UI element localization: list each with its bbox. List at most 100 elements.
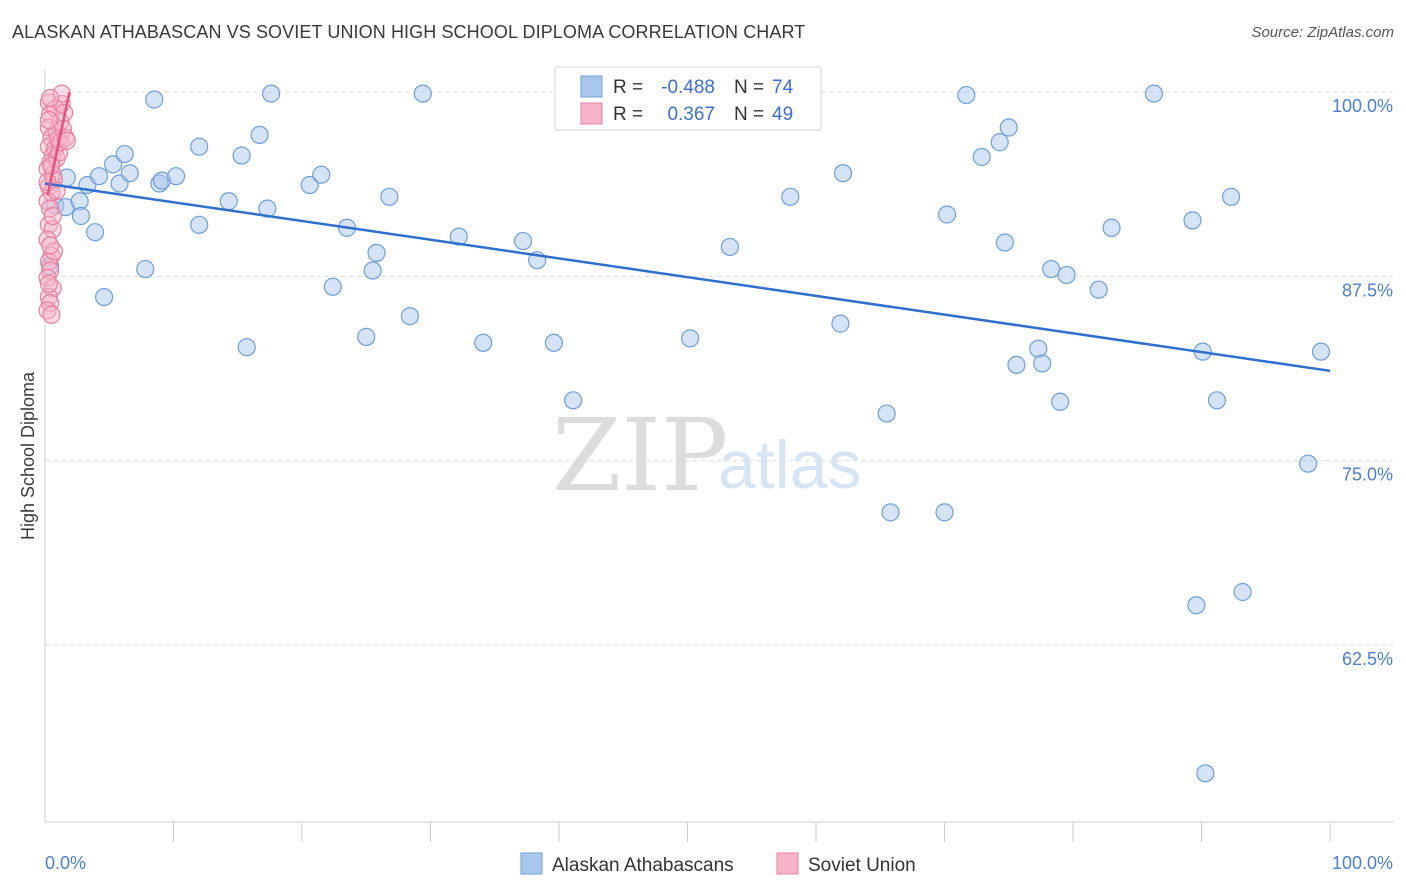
point-athabascan-28 xyxy=(312,165,331,184)
point-athabascan-55 xyxy=(995,233,1014,252)
point-athabascan-74 xyxy=(1311,342,1331,361)
y-tick-label-1: 75.0% xyxy=(1342,465,1393,485)
point-athabascan-21 xyxy=(219,192,238,211)
point-athabascan-67 xyxy=(1187,596,1206,615)
point-soviet-43 xyxy=(39,111,58,130)
y-tick-label-3: 100.0% xyxy=(1332,96,1393,116)
point-athabascan-73 xyxy=(1299,454,1318,473)
point-athabascan-72 xyxy=(1233,582,1252,602)
legend-r-value-1: -0.488 xyxy=(661,77,715,98)
point-athabascan-60 xyxy=(1042,259,1061,279)
legend-swatch-pink xyxy=(580,102,603,125)
point-athabascan-46 xyxy=(831,314,850,333)
trend-lines xyxy=(44,91,1331,373)
y-tick-labels: 62.5% 75.0% 87.5% 100.0% xyxy=(1332,96,1393,669)
legend-n-label-1: N = xyxy=(734,77,764,98)
legend-n-value-1: 74 xyxy=(772,77,794,98)
axes xyxy=(44,70,1393,842)
point-athabascan-19 xyxy=(190,137,209,156)
point-soviet-47 xyxy=(41,236,60,255)
point-athabascan-36 xyxy=(413,84,432,103)
point-athabascan-47 xyxy=(833,164,853,183)
x-tick-label-1: 100.0% xyxy=(1332,853,1393,873)
point-athabascan-26 xyxy=(262,84,281,103)
point-athabascan-38 xyxy=(474,333,493,352)
point-athabascan-5 xyxy=(71,206,91,226)
bottom-legend-swatch-blue xyxy=(520,852,543,875)
point-athabascan-33 xyxy=(367,243,386,262)
point-athabascan-34 xyxy=(380,187,399,206)
point-athabascan-10 xyxy=(104,155,123,174)
point-athabascan-71 xyxy=(1221,187,1241,206)
point-athabascan-63 xyxy=(1089,280,1108,299)
legend-r-label-2: R = xyxy=(613,104,643,125)
trend-line-athabascan xyxy=(44,182,1331,373)
point-athabascan-43 xyxy=(680,329,700,348)
point-athabascan-22 xyxy=(232,146,251,165)
point-athabascan-31 xyxy=(357,327,376,346)
point-athabascan-54 xyxy=(990,133,1009,152)
point-soviet-12 xyxy=(41,199,60,218)
point-athabascan-62 xyxy=(1057,265,1076,285)
point-athabascan-64 xyxy=(1102,218,1121,237)
y-tick-label-0: 62.5% xyxy=(1342,649,1393,669)
legend-r-label-1: R = xyxy=(613,77,643,98)
point-athabascan-20 xyxy=(190,215,209,234)
point-athabascan-15 xyxy=(145,90,164,109)
point-athabascan-57 xyxy=(1007,355,1026,375)
point-athabascan-39 xyxy=(513,231,533,251)
watermark-atlas: atlas xyxy=(718,427,862,503)
watermark-zip: ZIP xyxy=(552,397,728,514)
grid-lines xyxy=(45,91,1393,646)
legend-n-label-2: N = xyxy=(734,104,764,125)
point-soviet-42 xyxy=(41,88,60,108)
point-athabascan-32 xyxy=(363,261,382,280)
point-athabascan-12 xyxy=(115,144,134,164)
point-athabascan-45 xyxy=(781,187,800,206)
point-athabascan-53 xyxy=(972,147,991,167)
point-athabascan-59 xyxy=(1033,354,1052,373)
point-athabascan-50 xyxy=(935,503,954,522)
point-soviet-18 xyxy=(41,261,60,280)
point-soviet-45 xyxy=(38,172,57,192)
point-athabascan-35 xyxy=(400,307,420,326)
point-soviet-19 xyxy=(38,268,57,288)
y-axis-label-group: High School Diploma xyxy=(18,371,38,540)
point-athabascan-9 xyxy=(95,287,114,307)
bottom-legend-label-pink: Soviet Union xyxy=(808,855,916,876)
point-athabascan-8 xyxy=(89,167,109,186)
point-athabascan-51 xyxy=(937,205,957,224)
x-tick-label-0: 0.0% xyxy=(45,853,86,873)
series-soviet-union xyxy=(38,84,76,324)
point-athabascan-48 xyxy=(877,404,896,423)
point-athabascan-14 xyxy=(136,259,155,279)
point-soviet-46 xyxy=(43,206,62,226)
point-athabascan-66 xyxy=(1183,211,1202,230)
y-tick-label-2: 87.5% xyxy=(1342,280,1393,300)
point-soviet-48 xyxy=(39,274,58,293)
point-athabascan-7 xyxy=(86,223,105,242)
point-athabascan-13 xyxy=(120,164,139,183)
bottom-legend-swatch-pink xyxy=(776,852,799,875)
point-athabascan-52 xyxy=(957,85,976,105)
point-soviet-21 xyxy=(39,287,58,307)
point-soviet-24 xyxy=(42,305,61,324)
point-athabascan-49 xyxy=(881,503,900,522)
point-athabascan-44 xyxy=(720,237,740,257)
point-athabascan-41 xyxy=(544,333,563,352)
stats-legend: R = -0.488 N = 74 R = 0.367 N = 49 xyxy=(554,66,822,131)
point-athabascan-23 xyxy=(237,338,256,357)
point-athabascan-69 xyxy=(1196,764,1215,783)
source-credit: Source: ZipAtlas.com xyxy=(1251,24,1394,41)
point-athabascan-42 xyxy=(564,391,583,410)
x-tick-labels: 0.0% 100.0% xyxy=(45,853,1393,873)
legend-swatch-blue xyxy=(580,75,603,98)
point-athabascan-65 xyxy=(1144,84,1164,103)
trend-line-soviet xyxy=(46,91,71,196)
point-athabascan-29 xyxy=(323,277,342,296)
series-legend: Alaskan Athabascans Soviet Union xyxy=(520,852,916,876)
point-athabascan-27 xyxy=(300,175,319,195)
bottom-legend-label-blue: Alaskan Athabascans xyxy=(552,855,734,876)
point-athabascan-37 xyxy=(449,227,468,246)
